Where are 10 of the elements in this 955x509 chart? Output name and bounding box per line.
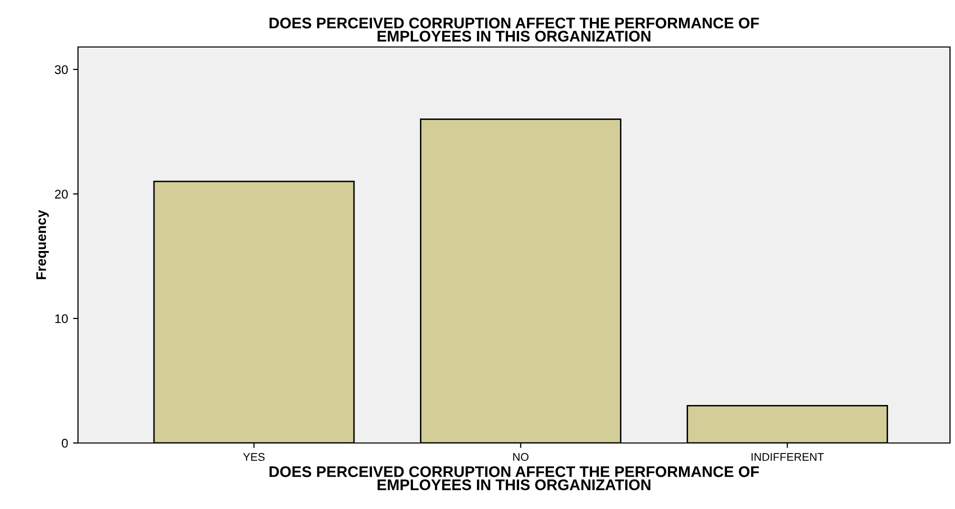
y-tick-label: 20 bbox=[55, 190, 68, 199]
x-axis-title: DOES PERCEIVED CORRUPTION AFFECT THE PERFORMANCE OF EMPLOYEES IN THIS ORGANIZATION bbox=[270, 466, 759, 490]
x-tick-label: INDIFFERENT bbox=[752, 453, 824, 461]
y-tick-label: 0 bbox=[62, 438, 68, 448]
y-tick-label: 10 bbox=[55, 314, 68, 324]
y-tick-label: 30 bbox=[54, 65, 68, 74]
x-tick-label: YES bbox=[243, 453, 265, 461]
chart-title: DOES PERCEIVED CORRUPTION AFFECT THE PERFORMANCE OF EMPLOYEES IN THIS ORGANIZATION bbox=[270, 18, 759, 42]
x-tick-label: NO bbox=[513, 453, 528, 461]
y-axis-title: Frequency bbox=[36, 210, 49, 280]
